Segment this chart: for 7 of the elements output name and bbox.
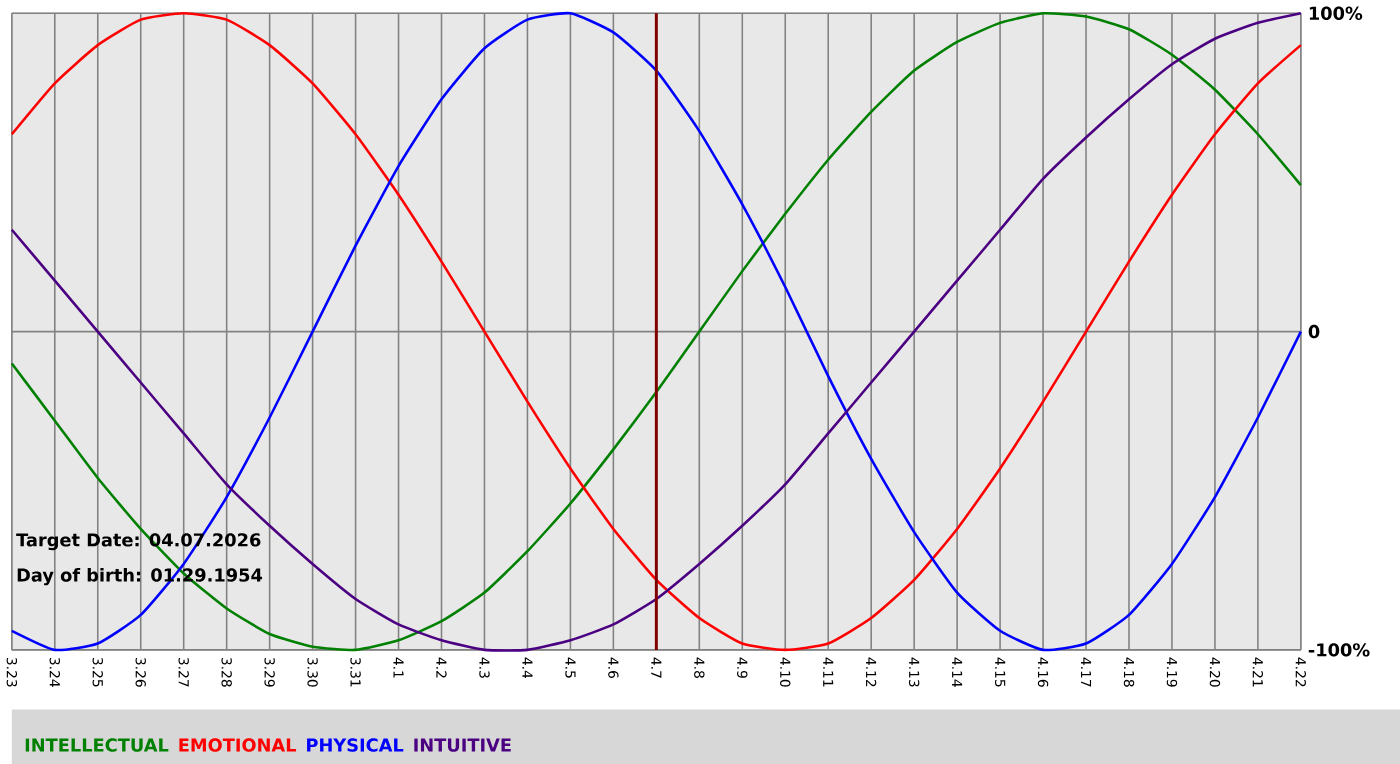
text: INTELLECTUAL <box>25 737 169 752</box>
text: EMOTIONAL <box>179 737 297 752</box>
y-tick-label: 100% <box>1309 6 1363 20</box>
text: INTUITIVE <box>414 738 511 752</box>
text: PHYSICAL <box>307 737 404 752</box>
y-tick-label: -100% <box>1308 642 1370 657</box>
y-tick-label: 0 <box>1308 324 1320 338</box>
